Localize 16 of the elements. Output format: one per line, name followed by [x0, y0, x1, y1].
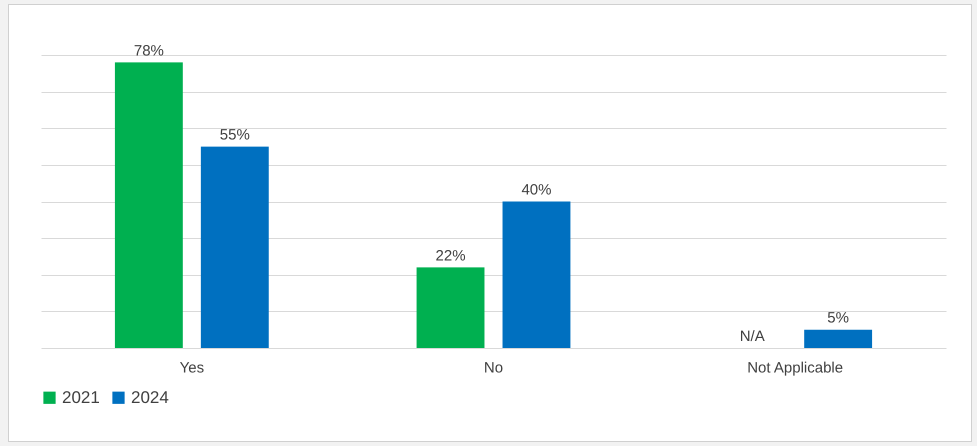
data-label: 55%	[220, 126, 250, 144]
x-tick-label: Not Applicable	[747, 360, 844, 376]
bar	[502, 202, 570, 348]
data-label: 22%	[436, 247, 466, 264]
data-label: 78%	[134, 42, 164, 60]
text: N/A	[740, 328, 765, 345]
bar	[114, 62, 183, 348]
bar	[416, 267, 484, 348]
bar	[200, 146, 269, 348]
bar	[804, 330, 872, 348]
data-label: 5%	[827, 310, 849, 327]
legend-label: 2021	[62, 388, 100, 407]
x-tick-label: Yes	[180, 360, 204, 376]
legend-label: 2024	[131, 388, 169, 407]
x-tick-label: No	[484, 360, 504, 376]
data-label: 40%	[521, 182, 552, 198]
